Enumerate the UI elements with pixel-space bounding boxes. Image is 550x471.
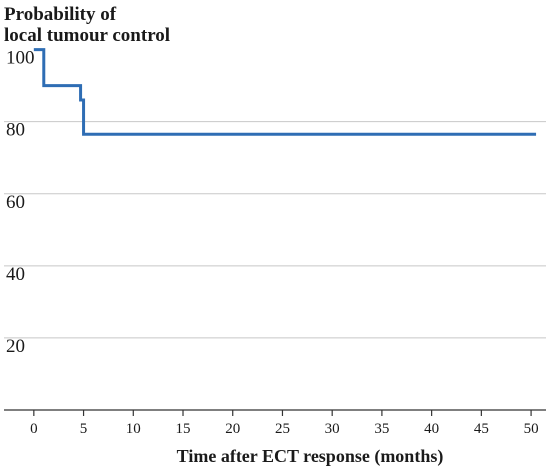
chart-title-line-2: local tumour control	[4, 25, 170, 46]
x-tick-label-20: 20	[225, 421, 240, 437]
x-tick-label-35: 35	[374, 421, 389, 437]
y-tick-label-20: 20	[6, 336, 25, 357]
tick-labels: 20 40 60 80 100 0 5 10 15 20 25 30 35 40 45 50	[6, 48, 539, 437]
x-tick-label-25: 25	[275, 421, 290, 437]
x-tick-label-40: 40	[424, 421, 439, 437]
x-tick-label-5: 5	[80, 421, 88, 437]
y-tick-label-80: 80	[6, 120, 25, 141]
y-tick-label-100: 100	[6, 48, 35, 69]
x-tick-label-0: 0	[30, 421, 38, 437]
axes	[4, 409, 546, 416]
x-tick-label-45: 45	[474, 421, 489, 437]
gridlines	[4, 121, 546, 339]
y-tick-label-40: 40	[6, 264, 25, 285]
chart-title-line-1: Probability of	[4, 4, 117, 25]
series-layer	[33, 48, 537, 136]
x-tick-label-10: 10	[126, 421, 141, 437]
x-axis-label: Time after ECT response (months)	[177, 446, 444, 467]
x-tick-label-15: 15	[176, 421, 191, 437]
survival-curve-0	[33, 48, 537, 136]
x-tick-label-30: 30	[325, 421, 340, 437]
y-tick-label-60: 60	[6, 192, 25, 213]
x-tick-label-50: 50	[524, 421, 539, 437]
